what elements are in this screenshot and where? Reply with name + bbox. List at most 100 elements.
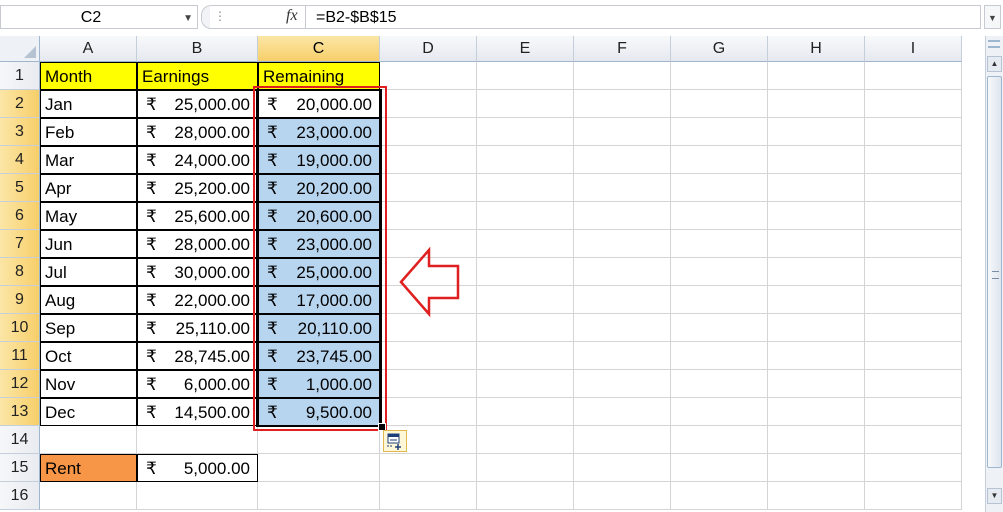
cell-a12[interactable]: Nov (40, 370, 137, 398)
column-header-d[interactable]: D (380, 36, 477, 62)
cell[interactable] (380, 342, 477, 370)
cell[interactable] (477, 454, 574, 482)
cell-b11[interactable]: ₹28,745.00 (137, 342, 258, 370)
cell-a10[interactable]: Sep (40, 314, 137, 342)
cell[interactable] (671, 202, 768, 230)
cell-b6[interactable]: ₹25,600.00 (137, 202, 258, 230)
cell[interactable] (380, 370, 477, 398)
cell[interactable] (768, 174, 865, 202)
cell-b5[interactable]: ₹25,200.00 (137, 174, 258, 202)
cell[interactable] (574, 62, 671, 90)
cell[interactable] (477, 314, 574, 342)
fill-handle[interactable] (378, 423, 386, 431)
cell[interactable] (477, 342, 574, 370)
cell[interactable] (671, 90, 768, 118)
cell[interactable] (574, 258, 671, 286)
cell[interactable] (865, 90, 962, 118)
cell[interactable] (865, 202, 962, 230)
insert-function-button[interactable]: fx (286, 7, 298, 24)
cell-a15[interactable]: Rent (40, 454, 137, 482)
cell-c3[interactable]: ₹23,000.00 (258, 118, 380, 146)
cell[interactable] (477, 90, 574, 118)
cell[interactable] (671, 314, 768, 342)
cell[interactable] (768, 90, 865, 118)
cell-c12[interactable]: ₹1,000.00 (258, 370, 380, 398)
cell[interactable] (671, 286, 768, 314)
cell[interactable] (768, 342, 865, 370)
cell-a4[interactable]: Mar (40, 146, 137, 174)
cell[interactable] (768, 230, 865, 258)
row-header-16[interactable]: 16 (0, 482, 40, 510)
cell[interactable] (671, 342, 768, 370)
row-header-15[interactable]: 15 (0, 454, 40, 482)
cell[interactable] (671, 426, 768, 454)
cell[interactable] (574, 482, 671, 510)
row-header-2[interactable]: 2 (0, 90, 40, 118)
expand-formula-bar-button[interactable]: ▼ (984, 5, 1001, 29)
row-header-10[interactable]: 10 (0, 314, 40, 342)
cell[interactable] (380, 118, 477, 146)
column-header-h[interactable]: H (768, 36, 865, 62)
scroll-up-button[interactable]: ▲ (987, 56, 1002, 72)
cell-c2[interactable]: ₹20,000.00 (258, 90, 380, 118)
cell[interactable] (768, 118, 865, 146)
select-all-corner[interactable] (0, 36, 40, 62)
paste-options-icon[interactable] (383, 430, 407, 452)
cell[interactable] (477, 398, 574, 426)
split-handle[interactable] (988, 40, 1000, 48)
cell[interactable] (574, 118, 671, 146)
row-header-7[interactable]: 7 (0, 230, 40, 258)
cell[interactable] (671, 258, 768, 286)
cell[interactable] (865, 258, 962, 286)
cell[interactable] (768, 146, 865, 174)
cell[interactable] (768, 454, 865, 482)
cell[interactable] (671, 146, 768, 174)
cell[interactable] (768, 370, 865, 398)
vertical-scrollbar[interactable]: ▲ ▼ (985, 36, 1003, 512)
cell[interactable] (865, 62, 962, 90)
cell[interactable] (574, 398, 671, 426)
cell-b1[interactable]: Earnings (137, 62, 258, 90)
cell[interactable] (574, 174, 671, 202)
row-header-6[interactable]: 6 (0, 202, 40, 230)
formula-input[interactable]: =B2-$B$15 (305, 5, 981, 29)
cell[interactable] (865, 314, 962, 342)
cell[interactable] (380, 258, 477, 286)
cell-c13[interactable]: ₹9,500.00 (258, 398, 380, 426)
cell[interactable] (137, 482, 258, 510)
cell[interactable] (768, 398, 865, 426)
cell-c7[interactable]: ₹23,000.00 (258, 230, 380, 258)
cell[interactable] (865, 146, 962, 174)
column-header-i[interactable]: I (865, 36, 962, 62)
cell-a1[interactable]: Month (40, 62, 137, 90)
cell[interactable] (380, 482, 477, 510)
cell[interactable] (574, 314, 671, 342)
scroll-thumb[interactable] (987, 76, 1002, 468)
cell[interactable] (671, 454, 768, 482)
row-header-13[interactable]: 13 (0, 398, 40, 426)
cell[interactable] (768, 62, 865, 90)
row-header-11[interactable]: 11 (0, 342, 40, 370)
cell-a5[interactable]: Apr (40, 174, 137, 202)
cell[interactable] (671, 370, 768, 398)
cell-a8[interactable]: Jul (40, 258, 137, 286)
cell[interactable] (380, 426, 477, 454)
column-header-b[interactable]: B (137, 36, 258, 62)
cell[interactable] (671, 118, 768, 146)
cell-b9[interactable]: ₹22,000.00 (137, 286, 258, 314)
cell-b12[interactable]: ₹6,000.00 (137, 370, 258, 398)
cell-b7[interactable]: ₹28,000.00 (137, 230, 258, 258)
name-box[interactable]: C2 ▼ (0, 5, 198, 29)
cell[interactable] (137, 426, 258, 454)
cell[interactable] (671, 398, 768, 426)
row-header-4[interactable]: 4 (0, 146, 40, 174)
cell[interactable] (40, 482, 137, 510)
cell-b4[interactable]: ₹24,000.00 (137, 146, 258, 174)
cell[interactable] (380, 174, 477, 202)
row-header-5[interactable]: 5 (0, 174, 40, 202)
cell[interactable] (258, 426, 380, 454)
cell[interactable] (768, 482, 865, 510)
cell[interactable] (477, 230, 574, 258)
cell-a9[interactable]: Aug (40, 286, 137, 314)
cell[interactable] (865, 230, 962, 258)
